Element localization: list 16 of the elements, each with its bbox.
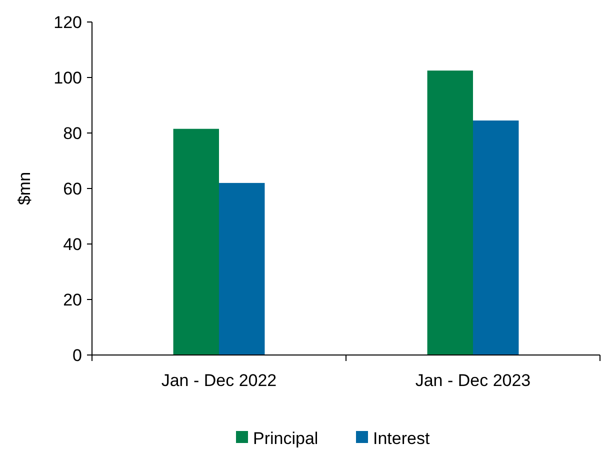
- bar: [473, 120, 519, 355]
- y-tick-label: 120: [54, 12, 82, 32]
- y-tick-label: 0: [72, 346, 82, 365]
- y-axis-title: $mn: [15, 172, 34, 206]
- bar: [219, 182, 265, 355]
- x-tick-label: Jan - Dec 2022: [161, 371, 277, 390]
- y-tick-label: 80: [63, 124, 82, 143]
- legend-label: Principal: [253, 428, 318, 448]
- x-tick-label: Jan - Dec 2023: [415, 371, 531, 390]
- legend-label: Interest: [373, 428, 430, 448]
- y-tick-label: 100: [54, 68, 82, 88]
- bar: [427, 70, 473, 355]
- y-tick-label: 20: [63, 290, 82, 310]
- bar: [173, 128, 219, 355]
- y-tick-label: 40: [63, 234, 82, 254]
- y-tick-label: 60: [63, 179, 82, 198]
